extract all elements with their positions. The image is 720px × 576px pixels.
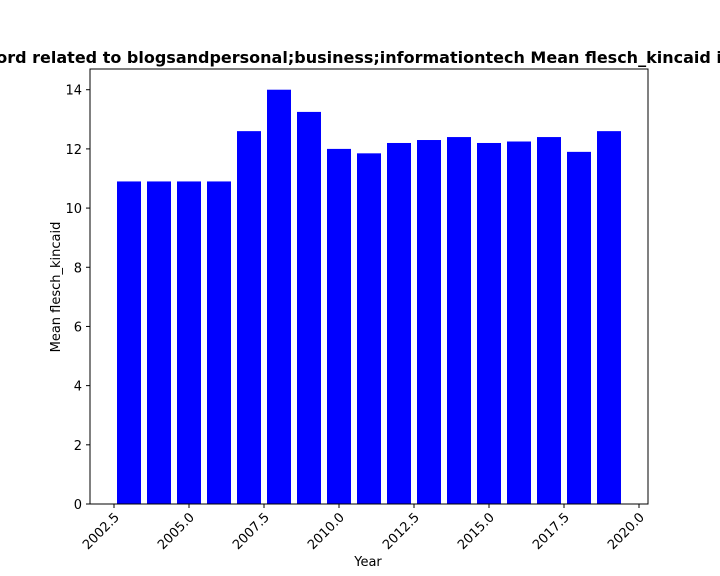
y-axis-label: Mean flesch_kincaid (49, 222, 64, 353)
chart-title: Keyword related to blogsandpersonal;busi… (0, 48, 720, 67)
x-tick-label: 2020.0 (605, 510, 648, 553)
x-axis-label: Year (353, 555, 382, 570)
bar-2012 (387, 142, 411, 505)
y-tick-label: 14 (65, 84, 82, 99)
bar-2009 (297, 111, 321, 504)
x-tick-label: 2012.5 (380, 510, 423, 553)
x-axis: 2002.5 2005.0 2007.5 2010.0 2012.5 2015.0 2017… (80, 504, 648, 553)
y-tick-label: 2 (74, 439, 82, 454)
bar-2019 (597, 131, 621, 504)
plot-frame (89, 68, 649, 505)
bar-2016 (507, 141, 531, 504)
bar-2004 (147, 181, 171, 504)
bar-2007 (237, 131, 261, 504)
bar-2003 (117, 181, 141, 504)
bar-2010 (327, 148, 351, 504)
x-tick-label: 2007.5 (230, 510, 273, 553)
bars-group (117, 89, 621, 505)
y-tick-label: 4 (74, 380, 82, 395)
bar-2018 (567, 151, 591, 505)
y-tick-label: 10 (65, 202, 82, 217)
bar-2014 (447, 137, 471, 504)
x-tick-label: 2010.0 (305, 510, 348, 553)
bar-2008 (267, 89, 291, 505)
y-axis: 0 2 4 6 8 10 12 14 (65, 84, 90, 513)
y-tick-label: 12 (65, 143, 82, 158)
bar-2013 (417, 140, 441, 504)
x-tick-label: 2002.5 (80, 510, 123, 553)
bar-2006 (207, 181, 231, 504)
x-tick-label: 2017.5 (530, 510, 573, 553)
y-tick-label: 0 (74, 498, 82, 513)
bar-2015 (477, 142, 501, 505)
y-tick-label: 6 (74, 320, 82, 335)
bar-2017 (537, 137, 561, 504)
x-tick-label: 2015.0 (455, 510, 498, 553)
x-tick-label: 2005.0 (155, 510, 198, 553)
y-tick-label: 8 (74, 261, 82, 276)
bar-2005 (177, 181, 201, 504)
bar-2011 (357, 153, 381, 504)
